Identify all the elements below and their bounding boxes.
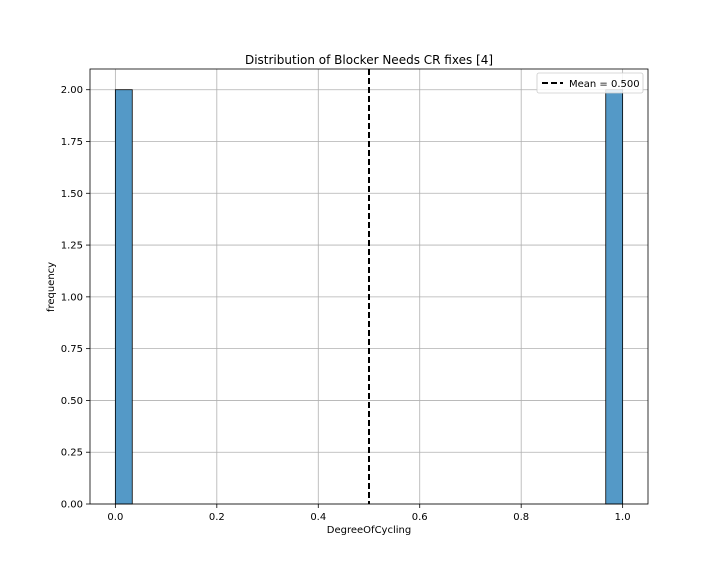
x-tick-label: 0.6 bbox=[412, 512, 428, 523]
x-tick-label: 0.8 bbox=[513, 512, 529, 523]
x-axis-ticks: 0.0 0.2 0.4 0.6 0.8 1.0 bbox=[107, 504, 631, 523]
x-tick-label: 0.4 bbox=[310, 512, 326, 523]
legend-box bbox=[536, 72, 644, 94]
y-tick-label: 1.75 bbox=[61, 137, 83, 148]
x-axis-label: DegreeOfCycling bbox=[327, 525, 411, 536]
y-axis-label: frequency bbox=[46, 262, 57, 312]
y-tick-label: 1.25 bbox=[61, 241, 83, 252]
legend: Mean = 0.500 bbox=[536, 72, 644, 94]
y-tick-label: 0.00 bbox=[61, 500, 83, 511]
y-tick-label: 1.50 bbox=[61, 189, 83, 200]
chart-title: Distribution of Blocker Needs CR fixes [… bbox=[245, 53, 493, 67]
y-tick-label: 2.00 bbox=[61, 85, 83, 96]
bars bbox=[114, 89, 624, 505]
y-tick-label: 0.50 bbox=[61, 396, 83, 407]
legend-mean-label: Mean = 0.500 bbox=[569, 79, 640, 90]
y-tick-label: 0.25 bbox=[61, 448, 83, 459]
histogram-bar bbox=[114, 89, 133, 505]
x-tick-label: 0.0 bbox=[107, 512, 123, 523]
x-tick-label: 0.2 bbox=[209, 512, 225, 523]
y-axis-ticks: 0.00 0.25 0.50 0.75 1.00 1.25 1.50 1.75 2.00 bbox=[61, 85, 90, 511]
y-tick-label: 1.00 bbox=[61, 292, 83, 303]
histogram-bar bbox=[605, 89, 624, 505]
y-tick-label: 0.75 bbox=[61, 344, 83, 355]
plot-frame bbox=[89, 68, 649, 505]
x-tick-label: 1.0 bbox=[615, 512, 631, 523]
